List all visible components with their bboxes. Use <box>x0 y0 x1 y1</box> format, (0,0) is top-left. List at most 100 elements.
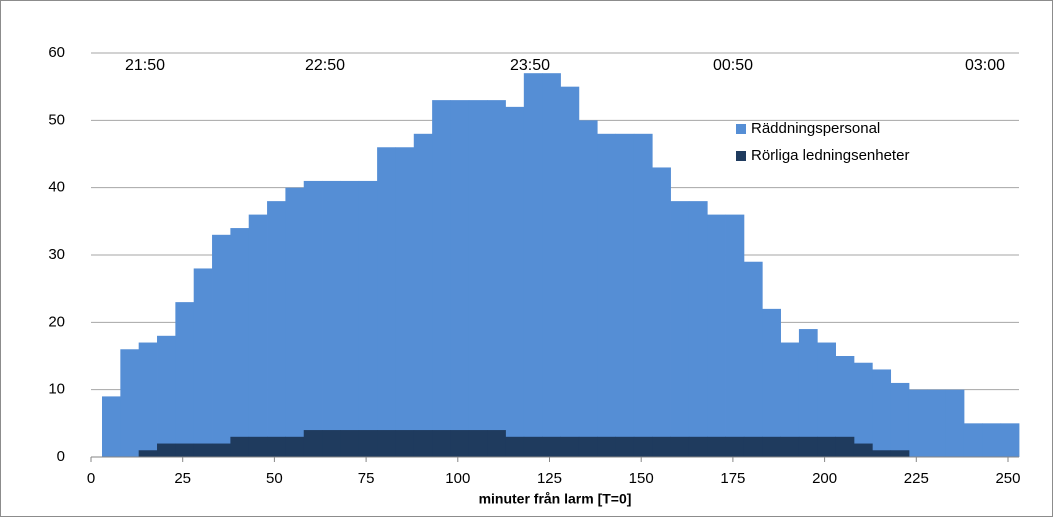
bar <box>817 342 837 457</box>
bar <box>560 86 580 458</box>
bar <box>743 261 763 457</box>
bar <box>835 356 855 457</box>
bar <box>358 180 378 457</box>
bar <box>652 436 671 457</box>
bar <box>688 201 708 457</box>
bar <box>450 100 470 457</box>
bar <box>523 436 543 457</box>
bar <box>725 436 745 457</box>
x-tick-label: 200 <box>812 470 837 487</box>
bar <box>633 436 653 457</box>
x-tick-label: 100 <box>445 470 470 487</box>
legend-label: Rörliga ledningsenheter <box>751 147 909 164</box>
bar <box>707 214 726 457</box>
bar <box>340 180 360 457</box>
legend-label: Räddningspersonal <box>751 120 880 137</box>
bar <box>267 201 286 457</box>
bar <box>872 450 892 457</box>
bar <box>963 423 983 457</box>
y-tick-label: 30 <box>48 246 65 263</box>
x-tick-label: 250 <box>995 470 1020 487</box>
bar <box>157 443 176 457</box>
bar <box>395 430 415 457</box>
bar <box>927 389 947 457</box>
legend: Räddningspersonal Rörliga ledningsenheter <box>736 120 909 164</box>
bar <box>505 106 525 457</box>
bar <box>670 201 690 457</box>
bar <box>212 443 231 457</box>
bar <box>248 436 268 457</box>
bar <box>578 120 598 457</box>
y-tick-label: 0 <box>57 448 65 465</box>
bar <box>615 133 635 458</box>
bar <box>615 436 635 457</box>
bar <box>468 430 488 457</box>
bar <box>688 436 708 457</box>
bar <box>982 423 1002 457</box>
bar <box>908 389 928 457</box>
bar <box>432 100 451 457</box>
bar <box>193 443 213 457</box>
legend-swatch <box>736 124 746 134</box>
bar <box>340 430 360 457</box>
bar <box>413 133 433 458</box>
bar <box>560 436 580 457</box>
bar <box>138 342 158 457</box>
bar <box>120 349 140 457</box>
bar <box>542 436 561 457</box>
x-tick-label: 50 <box>266 470 283 487</box>
bar <box>230 436 250 457</box>
bar <box>248 214 268 457</box>
y-tick-label: 20 <box>48 313 65 330</box>
bar <box>193 268 213 457</box>
bar <box>890 382 910 457</box>
bar <box>358 430 378 457</box>
bar <box>432 430 451 457</box>
time-annotation: 00:50 <box>713 57 753 74</box>
bar <box>157 335 176 457</box>
time-annotation: 23:50 <box>510 57 550 74</box>
bar <box>395 147 415 457</box>
bar <box>138 450 158 457</box>
bar <box>487 100 506 457</box>
bar <box>652 167 671 457</box>
y-tick-label: 40 <box>48 179 65 196</box>
bar <box>523 73 543 457</box>
bar <box>175 443 195 457</box>
bar <box>890 450 910 457</box>
bar <box>853 362 873 457</box>
bar <box>798 436 818 457</box>
bar <box>377 430 396 457</box>
bar <box>633 133 653 458</box>
bar <box>487 430 506 457</box>
bar <box>505 436 525 457</box>
bar <box>670 436 690 457</box>
bar <box>377 147 396 457</box>
bar <box>853 443 873 457</box>
time-annotation: 22:50 <box>305 57 345 74</box>
bar <box>835 436 855 457</box>
bar <box>707 436 726 457</box>
bar <box>303 430 323 457</box>
bar <box>285 187 305 457</box>
bar <box>872 369 892 457</box>
legend-swatch <box>736 151 746 161</box>
time-annotation: 21:50 <box>125 57 165 74</box>
time-annotation: 03:00 <box>965 57 1005 74</box>
bar <box>468 100 488 457</box>
bar <box>597 436 616 457</box>
bar <box>450 430 470 457</box>
bar <box>578 436 598 457</box>
bar <box>780 436 800 457</box>
bar <box>267 436 286 457</box>
x-tick-label: 150 <box>629 470 654 487</box>
bar <box>762 308 781 457</box>
bar <box>743 436 763 457</box>
bar <box>725 214 745 457</box>
bar <box>542 73 561 457</box>
bar <box>322 430 341 457</box>
bar <box>780 342 800 457</box>
bar <box>1000 423 1020 457</box>
